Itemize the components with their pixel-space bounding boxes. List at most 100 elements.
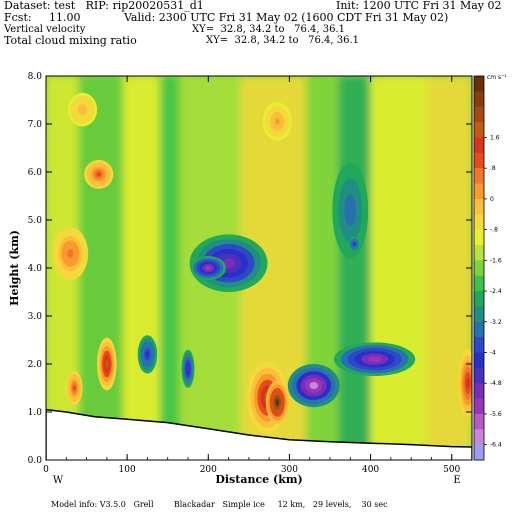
contour-ring [367,356,382,363]
contour-ring [80,106,85,113]
colorbar-swatch [474,168,484,185]
field-band [78,76,124,460]
contour-feature [348,236,361,252]
colorbar-label: -3.2 [490,319,502,326]
contour-feature [190,256,227,280]
y-tick-label: 8.0 [28,72,43,82]
contour-ring [309,382,319,390]
contour-feature [181,349,195,388]
axes: 0 100 200 300 400 500 0.0 1.0 2.0 3.0 4.0 5.0 6.0 7.0… [28,72,473,475]
contour-ring [105,359,109,369]
east-label: E [453,475,460,486]
colorbar-swatch [474,383,484,400]
contour-ring [274,118,280,125]
contour-ring [145,351,150,358]
x-tick-label: 0 [43,465,49,475]
colorbar-swatch [474,429,484,446]
colorbar-swatch [474,91,484,108]
colorbar-label: 1.6 [490,134,500,141]
west-label: W [53,475,64,486]
contour-feature [84,160,114,189]
colorbar-swatch [474,152,484,169]
colorbar: 1.6 .8 0 -.8 -1.6 -2.4 -3.2 -4 -4.8 -5.6 -6.4 [473,75,502,461]
y-axis-title: Height (km) [8,230,21,306]
colorbar-label: -4 [490,349,496,356]
colorbar-swatch [474,306,484,323]
dataset-label: Dataset: test RIP: rip20020531_d1 [4,0,204,12]
y-tick-label: 3.0 [28,312,43,322]
colorbar-swatch [474,244,484,261]
init-label: Init: 1200 UTC Fri 31 May 02 [336,0,502,12]
contour-ring [347,202,354,219]
model-info: Model info: V3.5.0 Grell Blackadar Simpl… [51,500,388,509]
terrain [46,408,472,460]
colorbar-label: .8 [490,165,496,172]
field-band [159,76,180,460]
field-band [338,76,371,460]
x-tick-label: 300 [281,465,298,475]
y-tick-label: 1.0 [28,408,43,418]
colorbar-swatch [474,321,484,338]
field1-label: Vertical velocity [4,24,86,35]
colorbar-swatch [474,291,484,307]
x-tick-label: 500 [443,465,460,475]
x-tick-label: 200 [200,465,217,475]
y-tick-label: 7.0 [28,120,43,130]
y-tick-label: 0.0 [28,456,43,466]
valid-label: Valid: 2300 UTC Fri 31 May 02 (1600 CDT … [124,11,449,24]
field-band [123,76,160,460]
colorbar-swatch [474,214,484,231]
contour-ring [353,242,356,246]
contour-feature [458,349,472,417]
x-axis-title: Distance (km) [215,473,302,486]
field2-xy-label: XY= 32.8, 34.2 to 76.4, 36.1 [206,35,359,46]
colorbar-label: -.8 [490,227,498,234]
colorbar-swatch [474,398,484,415]
contour-features [52,92,472,434]
colorbar-swatch [474,229,484,246]
contour-feature [265,380,289,424]
contour-feature [67,92,98,127]
colorbar-swatch [474,106,484,123]
contour-ring [466,377,470,389]
x-tick-label: 100 [119,465,136,475]
contour-feature [287,364,340,408]
fcst-label: Fcst: 11.00 [4,11,81,24]
colorbar-swatch [474,367,484,384]
contour-ring [96,172,102,177]
field1-xy-label: XY= 32.8, 34.2 to 76.4, 36.1 [192,24,345,35]
y-tick-label: 5.0 [28,216,43,226]
y-tick-label: 2.0 [28,360,43,370]
colorbar-label: -1.6 [490,257,502,264]
colorbar-label: -6.4 [490,442,502,449]
colorbar-swatch [474,275,484,292]
colorbar-unit: cm s⁻¹ [487,74,507,81]
colorbar-swatch [474,137,484,154]
y-tick-label: 6.0 [28,168,43,178]
field2-label: Total cloud mixing ratio [4,34,137,47]
colorbar-swatch [474,444,484,461]
colorbar-label: -5.6 [490,411,502,418]
contour-feature [52,227,89,280]
colorbar-label: 0 [490,196,494,203]
colorbar-frame [473,75,485,461]
contour-ring [186,365,190,372]
colorbar-swatch [474,352,484,369]
field-band [370,76,428,460]
colorbar-swatch [474,198,484,215]
colorbar-label: -2.4 [490,288,502,295]
contour-ring [67,249,74,258]
contour-feature [262,102,292,141]
colorbar-swatch [474,413,484,430]
contour-ring [275,398,280,406]
contour-feature [334,342,416,377]
colorbar-swatch [474,337,484,353]
colorbar-swatch [474,122,484,138]
colorbar-label: -4.8 [490,380,502,387]
contour-feature [332,162,369,259]
y-tick-label: 4.0 [28,264,43,274]
colorbar-swatch [474,260,484,277]
contour-feature [137,335,158,374]
contour-feature [66,371,83,405]
colorbar-swatch [474,183,484,200]
